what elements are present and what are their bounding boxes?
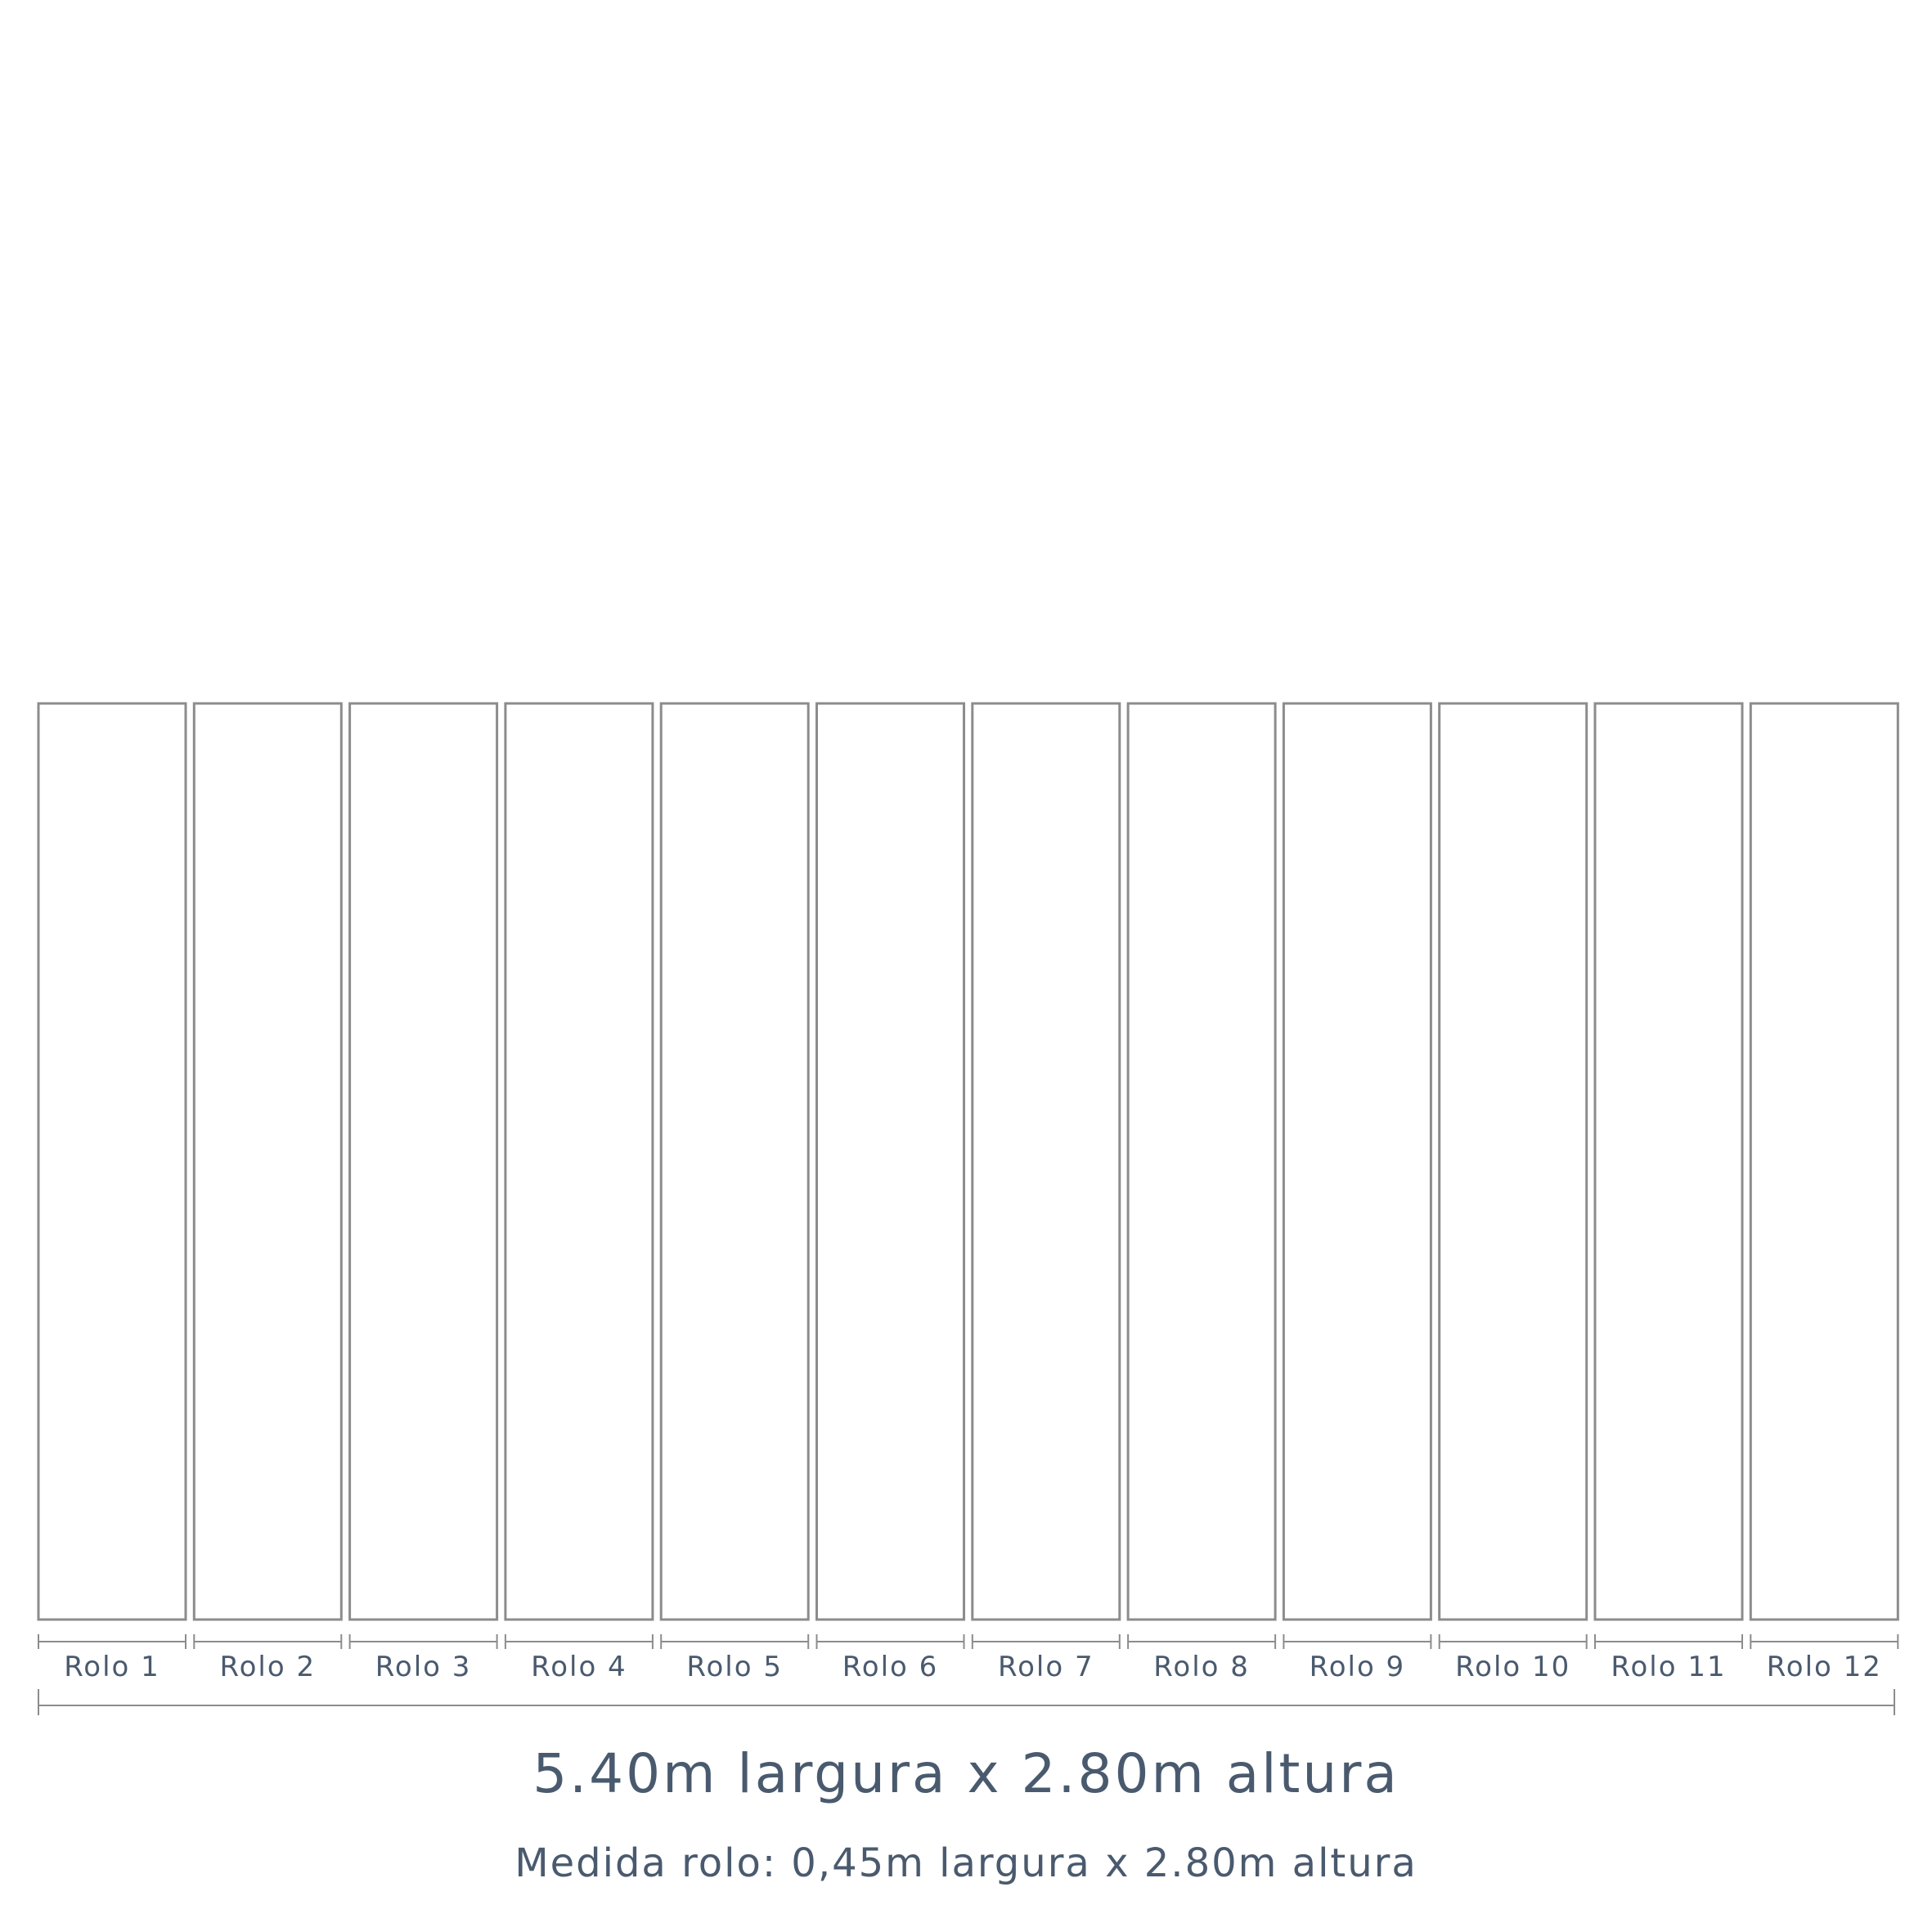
roll-panel-11 [1593,702,1744,1621]
cream-wave-line-2 [0,973,1932,1063]
sage-band [0,1227,1932,1932]
roll-label: Rolo 4 [531,1651,627,1683]
total-dimensions: 5.40m largura x 2.80m altura [532,1742,1400,1805]
dimension-lines [38,1634,1899,1715]
roll-label: Rolo 6 [842,1651,939,1683]
roll-panel-12 [1749,702,1899,1621]
roll-panel-2 [192,702,343,1621]
roll-panel-5 [659,702,810,1621]
roll-panel-6 [815,702,965,1621]
roll-label: Rolo 2 [219,1651,317,1683]
roll-panel-10 [1438,702,1588,1621]
roll-label: Rolo 7 [998,1651,1094,1683]
cream-wave-line-1 [0,805,1932,945]
roll-panel-1 [37,702,187,1621]
cream-wave-line-3 [0,1123,1932,1314]
panel-borders [37,702,1899,1621]
roll-label: Rolo 10 [1455,1651,1571,1683]
roll-panel-8 [1126,702,1277,1621]
roll-panel-7 [971,702,1121,1621]
roll-label: Rolo 9 [1309,1651,1406,1683]
roll-label: Rolo 11 [1611,1651,1727,1683]
roll-label: Rolo 3 [375,1651,472,1683]
roll-label: Rolo 8 [1153,1651,1250,1683]
roll-panel-9 [1282,702,1432,1621]
roll-panel-4 [504,702,654,1621]
cream-wave-line-4 [0,1227,1932,1553]
roll-label: Rolo 5 [686,1651,783,1683]
roll-label: Rolo 12 [1766,1651,1882,1683]
roll-dimensions: Medida rolo: 0,45m largura x 2.80m altur… [514,1840,1418,1886]
roll-label: Rolo 1 [64,1651,160,1683]
roll-panel-3 [348,702,499,1621]
mist-band [0,1123,1932,1932]
